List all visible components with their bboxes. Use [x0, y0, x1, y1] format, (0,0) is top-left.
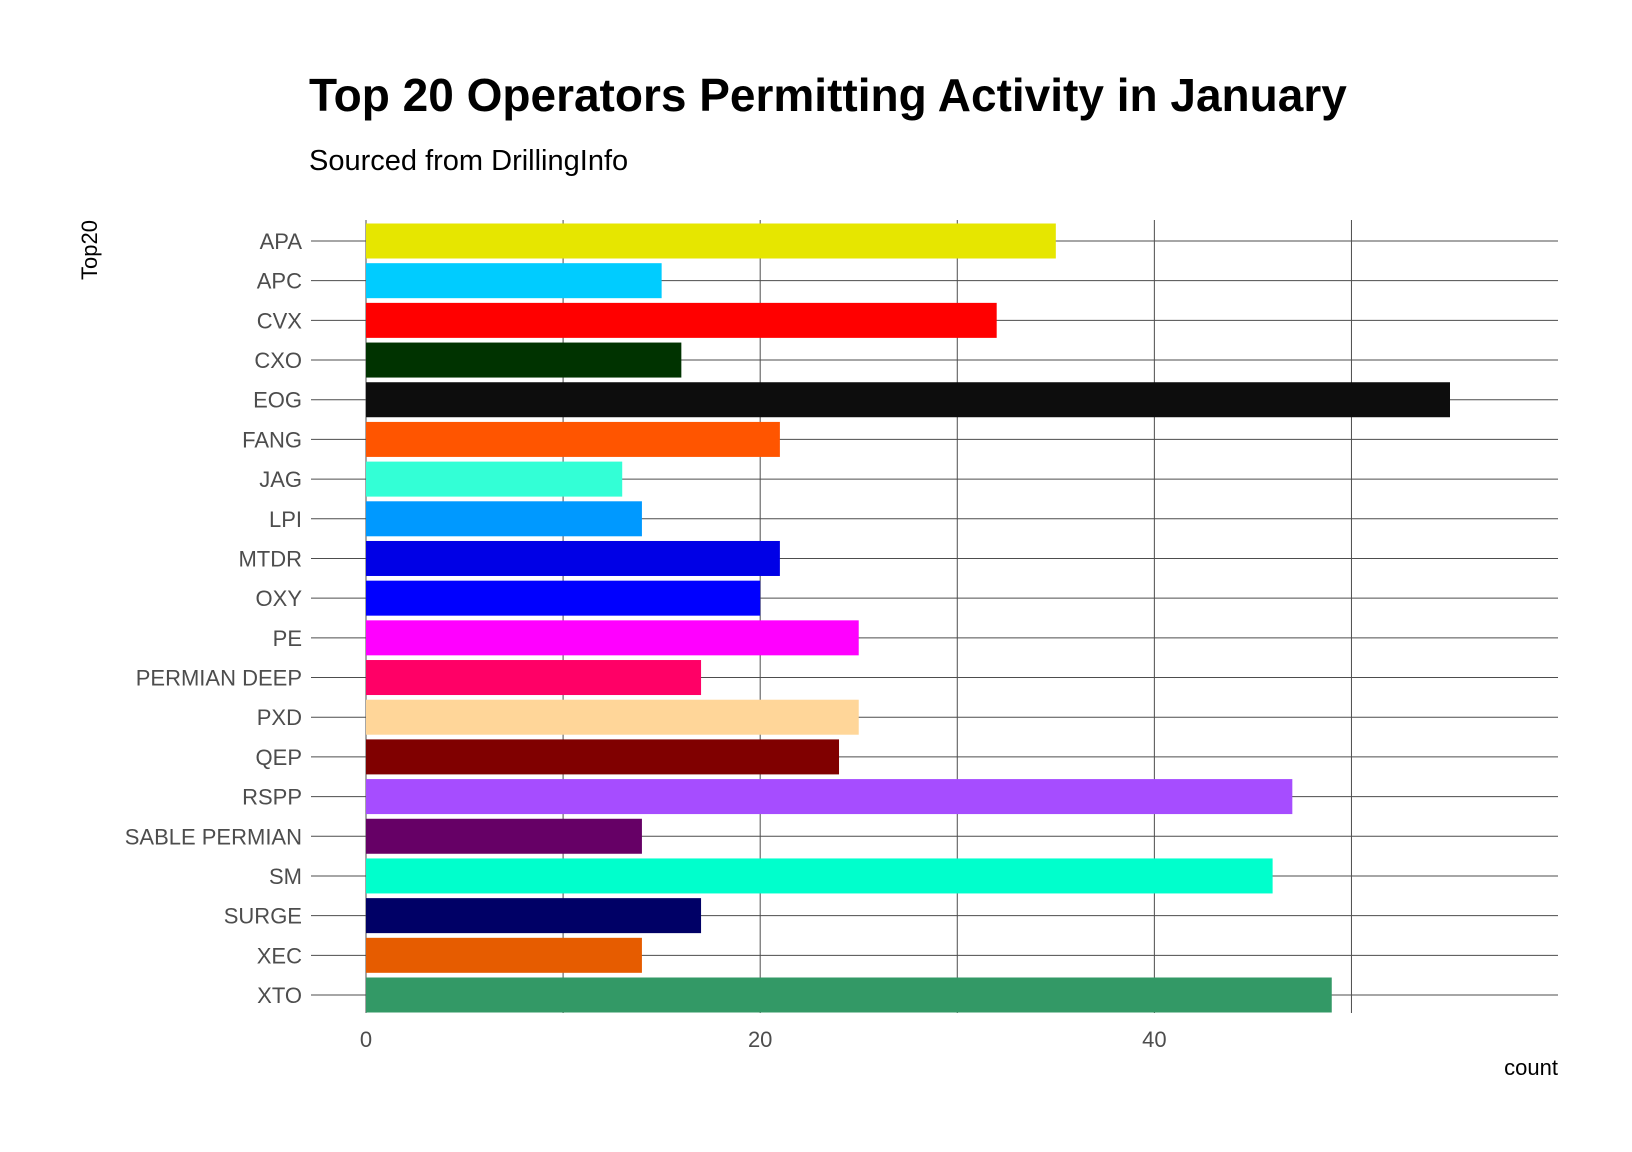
y-tick-label: RSPP	[242, 785, 302, 810]
bar-qep	[366, 739, 840, 775]
y-tick-label: FANG	[242, 427, 302, 452]
x-tick-label: 20	[748, 1027, 772, 1052]
bar-eog	[366, 382, 1450, 418]
y-tick-label: SABLE PERMIAN	[125, 824, 302, 849]
x-tick-label: 0	[360, 1027, 372, 1052]
y-tick-label: MTDR	[238, 546, 302, 571]
bar-xec	[366, 937, 642, 973]
y-tick-label: QEP	[256, 745, 302, 770]
y-tick-label: APC	[257, 269, 302, 294]
bar-apa	[366, 223, 1056, 259]
x-tick-label: 40	[1142, 1027, 1166, 1052]
bar-cvx	[366, 302, 997, 338]
y-tick-label: OXY	[256, 586, 303, 611]
x-axis-title: count	[1504, 1055, 1558, 1080]
chart-subtitle: Sourced from DrillingInfo	[309, 145, 629, 177]
y-tick-label: SURGE	[224, 904, 302, 929]
y-tick-label: PERMIAN DEEP	[136, 666, 302, 691]
y-tick-label: JAG	[259, 467, 302, 492]
y-tick-label: LPI	[269, 507, 302, 532]
y-tick-label: APA	[260, 229, 303, 254]
y-tick-label: PE	[273, 626, 302, 651]
bar-surge	[366, 898, 702, 934]
bar-permian-deep	[366, 660, 702, 696]
grid	[311, 220, 1558, 1013]
bar-oxy	[366, 580, 761, 616]
x-tick-labels: 0 20 40	[360, 1027, 1167, 1052]
bar-xto	[366, 977, 1332, 1013]
bar-sm	[366, 858, 1273, 894]
bar-pxd	[366, 699, 859, 735]
bar-fang	[366, 421, 780, 457]
y-tick-label: EOG	[253, 388, 302, 413]
bar-apc	[366, 263, 662, 299]
bar-jag	[366, 461, 623, 497]
bar-mtdr	[366, 540, 780, 576]
bar-rspp	[366, 779, 1293, 815]
y-tick-label: CVX	[257, 308, 303, 333]
y-tick-label: PXD	[257, 705, 302, 730]
bar-lpi	[366, 501, 642, 537]
bars	[366, 223, 1450, 1013]
y-tick-label: CXO	[254, 348, 302, 373]
y-tick-label: XTO	[257, 983, 302, 1008]
bar-sable-permian	[366, 818, 642, 854]
bar-cxo	[366, 342, 682, 378]
y-tick-label: XEC	[257, 943, 302, 968]
bar-pe	[366, 620, 859, 656]
y-tick-labels: APA APC CVX CXO EOG FANG JAG LPI MTDR OXY PE PERMIA…	[125, 229, 303, 1008]
chart-title: Top 20 Operators Permitting Activity in …	[309, 69, 1347, 121]
y-tick-label: SM	[269, 864, 302, 889]
